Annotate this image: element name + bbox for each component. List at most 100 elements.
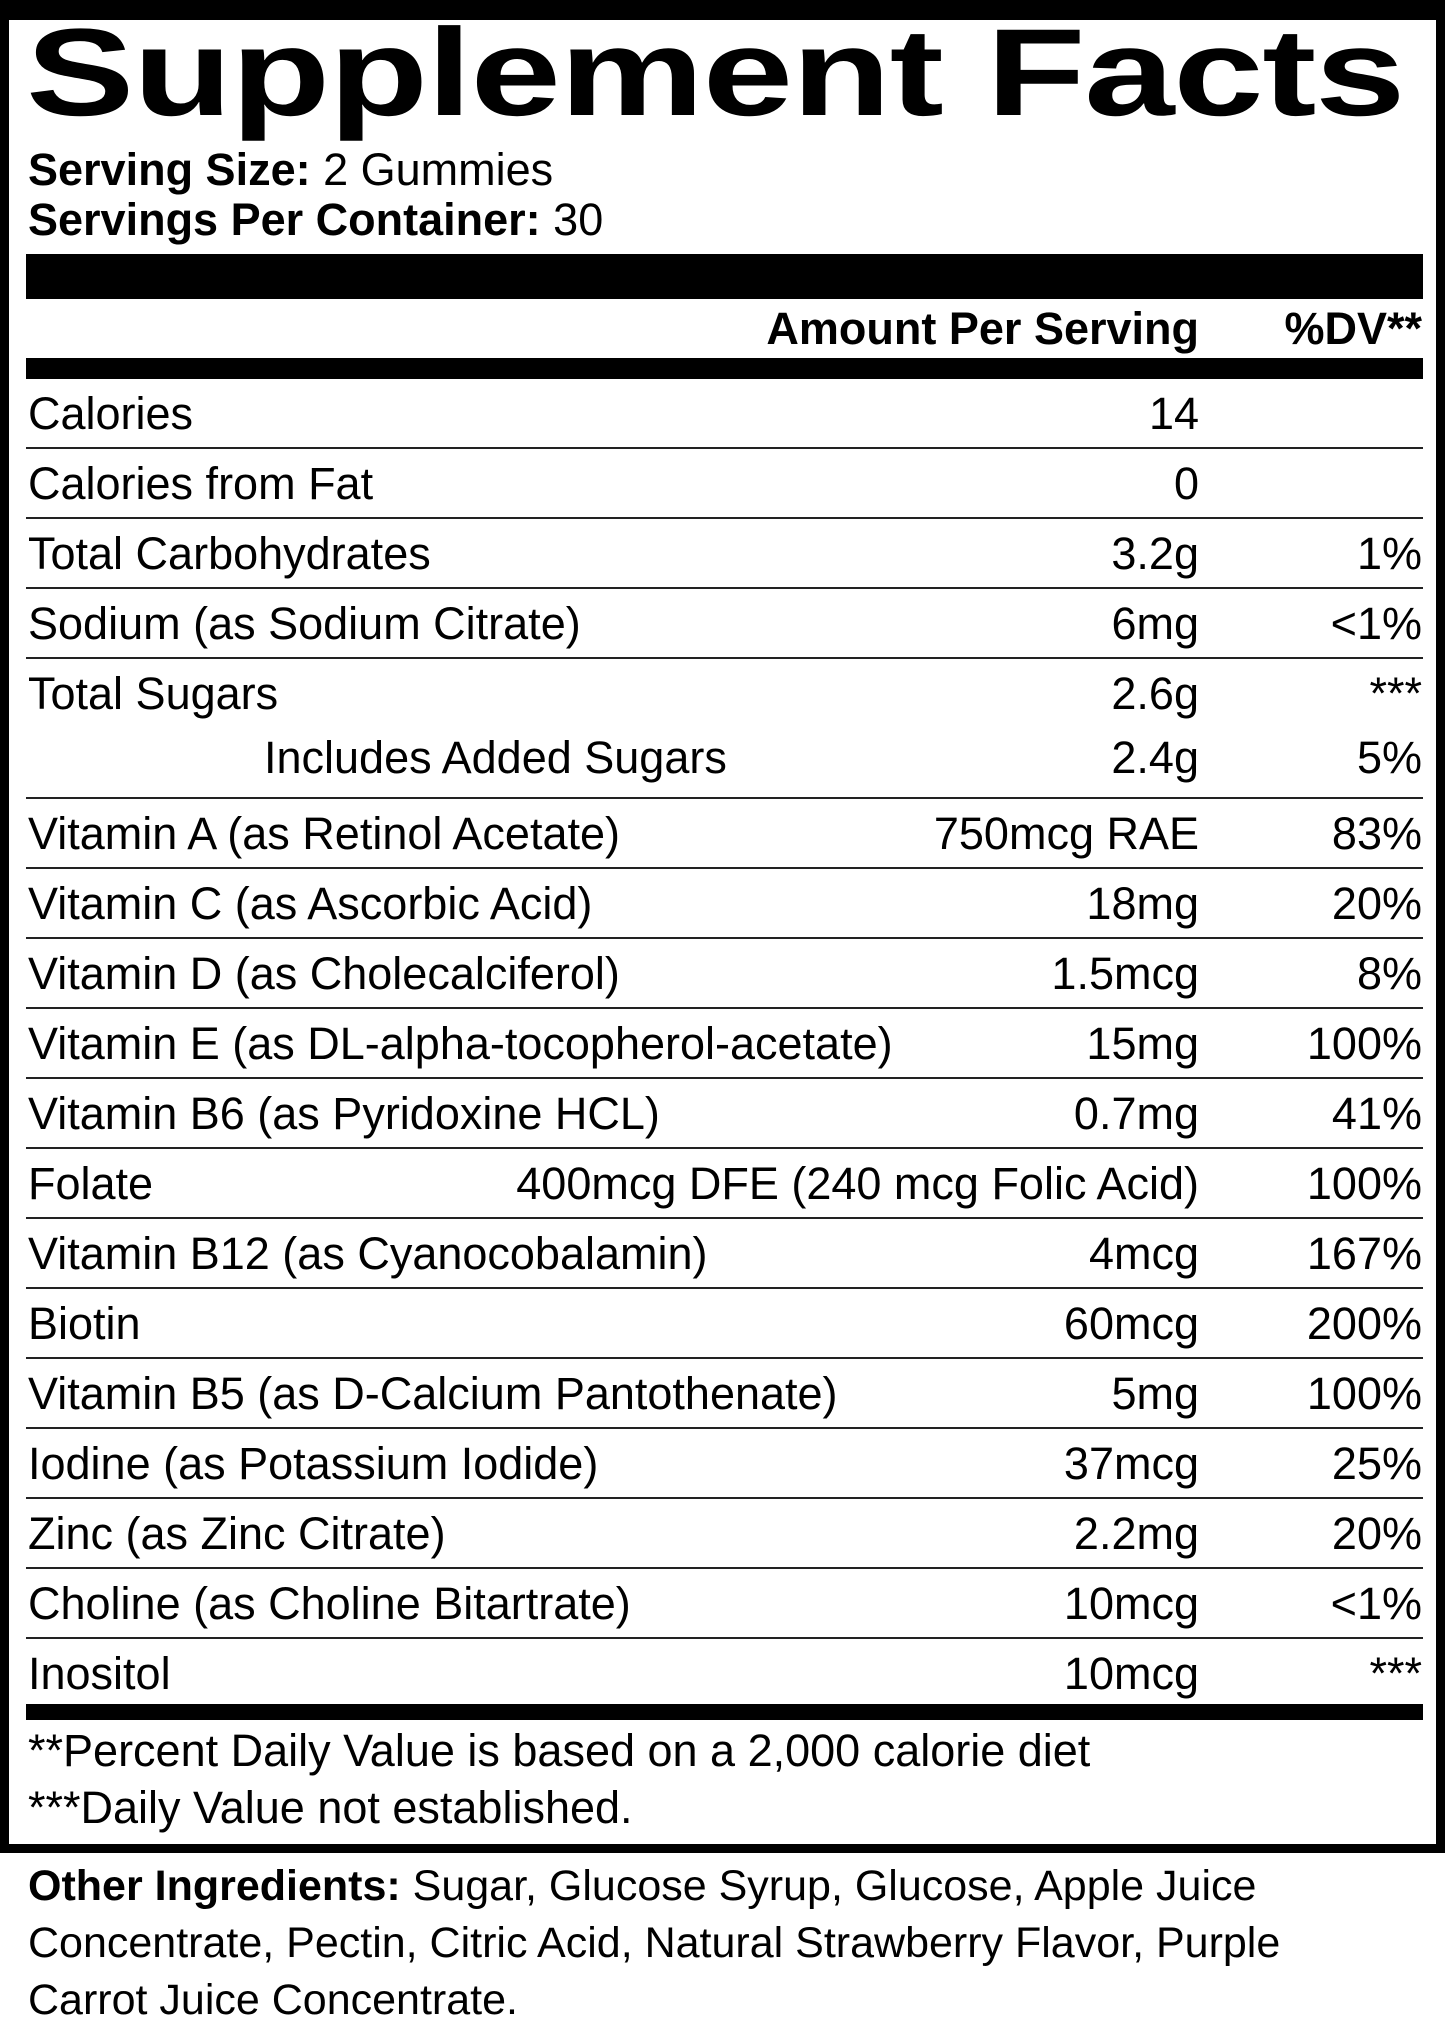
nutrient-row: Vitamin C (as Ascorbic Acid) 18mg 20% [26,869,1423,939]
nutrient-row: Folate 400mcg DFE (240 mcg Folic Acid) 100… [26,1149,1423,1219]
column-header: Amount Per Serving %DV** [26,300,1423,358]
nutrient-row: Zinc (as Zinc Citrate) 2.2mg 20% [26,1499,1423,1569]
nutrient-dv: *** [1369,1648,1422,1699]
nutrient-line: Zinc (as Zinc Citrate) 2.2mg 20% [26,1499,1423,1569]
nutrient-name: Vitamin B6 (as Pyridoxine HCL) [28,1088,660,1139]
panel-title: Supplement Facts [26,4,1405,142]
nutrient-dv: 100% [1306,1018,1422,1069]
nutrient-amount: 60mcg [1063,1298,1199,1349]
nutrient-name: Calories [28,388,194,439]
nutrient-name: Inositol [28,1648,171,1699]
nutrient-amount: 6mg [1111,598,1199,649]
serving-size: Serving Size: 2 Gummies [28,145,553,195]
dv-header: %DV** [1284,303,1422,354]
nutrient-name: Folate [28,1158,154,1209]
nutrient-name: Vitamin B5 (as D-Calcium Pantothenate) [28,1368,838,1419]
other-ingredients: Other Ingredients: Sugar, Glucose Syrup,… [28,1858,1428,2029]
footnote-dv: **Percent Daily Value is based on a 2,00… [28,1725,1091,1776]
other-ingredients-label: Other Ingredients: [28,1862,401,1910]
nutrient-amount: 2.4g [1111,732,1199,783]
nutrient-row: Vitamin B12 (as Cyanocobalamin) 4mcg 167% [26,1219,1423,1289]
nutrient-amount: 0 [1173,458,1199,509]
nutrient-name: Vitamin D (as Cholecalciferol) [28,948,620,999]
nutrient-line: Folate 400mcg DFE (240 mcg Folic Acid) 100… [26,1149,1423,1219]
supplement-facts-panel [0,0,1445,1853]
nutrient-row: Calories 14 [26,379,1423,449]
nutrient-row: Vitamin B6 (as Pyridoxine HCL) 0.7mg 41% [26,1079,1423,1149]
nutrient-line: Vitamin C (as Ascorbic Acid) 18mg 20% [26,869,1423,939]
nutrient-amount: 750mcg RAE [933,808,1199,859]
servings-per-container-label: Servings Per Container: [28,194,541,245]
nutrient-amount: 2.2mg [1073,1508,1199,1559]
sub-nutrient-line: Includes Added Sugars 2.4g 5% [26,723,1423,793]
nutrient-amount: 15mg [1086,1018,1199,1069]
nutrient-name: Vitamin C (as Ascorbic Acid) [28,878,593,929]
nutrient-name: Vitamin A (as Retinol Acetate) [28,808,620,859]
other-ingredients-line: Carrot Juice Concentrate. [28,1976,518,2024]
nutrient-amount: 18mg [1086,878,1199,929]
nutrient-row: Vitamin E (as DL-alpha-tocopherol-acetat… [26,1009,1423,1079]
nutrient-dv: 20% [1331,878,1422,929]
thick-divider [26,358,1423,379]
nutrient-name: Iodine (as Potassium Iodide) [28,1438,599,1489]
nutrient-dv: <1% [1330,598,1422,649]
nutrient-dv: 5% [1356,732,1422,783]
nutrient-dv: 1% [1356,528,1422,579]
nutrient-line: Vitamin E (as DL-alpha-tocopherol-acetat… [26,1009,1423,1079]
nutrient-dv: 41% [1331,1088,1422,1139]
nutrient-dv: 167% [1306,1228,1422,1279]
nutrient-amount: 1.5mcg [1051,948,1199,999]
nutrient-name: Zinc (as Zinc Citrate) [28,1508,446,1559]
nutrient-dv: 100% [1306,1368,1422,1419]
footnote-not-established: ***Daily Value not established. [28,1782,633,1833]
nutrient-row: Inositol 10mcg *** [26,1639,1423,1709]
nutrient-amount: 0.7mg [1073,1088,1199,1139]
nutrient-name: Choline (as Choline Bitartrate) [28,1578,631,1629]
nutrient-amount: 3.2g [1111,528,1199,579]
nutrient-row: Vitamin D (as Cholecalciferol) 1.5mcg 8% [26,939,1423,1009]
nutrient-amount: 2.6g [1111,668,1199,719]
nutrient-line: Vitamin B5 (as D-Calcium Pantothenate) 5m… [26,1359,1423,1429]
servings-per-container-value: 30 [553,194,604,245]
nutrient-row: Biotin 60mcg 200% [26,1289,1423,1359]
nutrient-row: Calories from Fat 0 [26,449,1423,519]
nutrient-line: Calories 14 [26,379,1423,449]
thick-divider [26,254,1423,299]
nutrient-name: Total Sugars [28,668,279,719]
nutrient-row: Total Carbohydrates 3.2g 1% [26,519,1423,589]
nutrient-dv: <1% [1330,1578,1422,1629]
nutrient-line: Total Carbohydrates 3.2g 1% [26,519,1423,589]
nutrient-line: Vitamin A (as Retinol Acetate) 750mcg RAE… [26,799,1423,869]
amount-per-serving-header: Amount Per Serving [766,303,1199,354]
other-ingredients-line: Concentrate, Pectin, Citric Acid, Natura… [28,1919,1281,1967]
serving-size-label: Serving Size: [28,144,311,195]
nutrient-row: Iodine (as Potassium Iodide) 37mcg 25% [26,1429,1423,1499]
thick-divider [26,1704,1423,1720]
nutrient-line: Vitamin B12 (as Cyanocobalamin) 4mcg 167% [26,1219,1423,1289]
other-ingredients-text: Sugar, Glucose Syrup, Glucose, Apple Jui… [412,1862,1257,1910]
nutrient-amount: 14 [1148,388,1199,439]
nutrient-line: Calories from Fat 0 [26,449,1423,519]
nutrient-dv: 83% [1331,808,1422,859]
nutrient-amount: 400mcg DFE (240 mcg Folic Acid) [516,1158,1199,1209]
nutrient-amount: 5mg [1111,1368,1199,1419]
nutrient-dv: 8% [1356,948,1422,999]
nutrient-dv: 200% [1306,1298,1422,1349]
nutrient-line: Iodine (as Potassium Iodide) 37mcg 25% [26,1429,1423,1499]
nutrient-table: Calories 14 Calories from Fat 0 Total Carboh… [26,379,1423,1709]
nutrient-amount: 4mcg [1088,1228,1199,1279]
nutrient-line: Vitamin B6 (as Pyridoxine HCL) 0.7mg 41% [26,1079,1423,1149]
nutrient-line: Sodium (as Sodium Citrate) 6mg <1% [26,589,1423,659]
nutrient-dv: 25% [1331,1438,1422,1489]
nutrient-row: Choline (as Choline Bitartrate) 10mcg <1% [26,1569,1423,1639]
nutrient-dv: 20% [1331,1508,1422,1559]
nutrient-amount: 37mcg [1063,1438,1199,1489]
nutrient-row: Total Sugars 2.6g *** Includes Added Sugars… [26,659,1423,799]
nutrient-name: Sodium (as Sodium Citrate) [28,598,581,649]
nutrient-row: Vitamin A (as Retinol Acetate) 750mcg RAE… [26,799,1423,869]
servings-per-container: Servings Per Container: 30 [28,195,603,245]
nutrient-line: Total Sugars 2.6g *** [26,659,1423,729]
nutrient-row: Vitamin B5 (as D-Calcium Pantothenate) 5m… [26,1359,1423,1429]
nutrient-dv: *** [1369,668,1422,719]
nutrient-dv: 100% [1306,1158,1422,1209]
